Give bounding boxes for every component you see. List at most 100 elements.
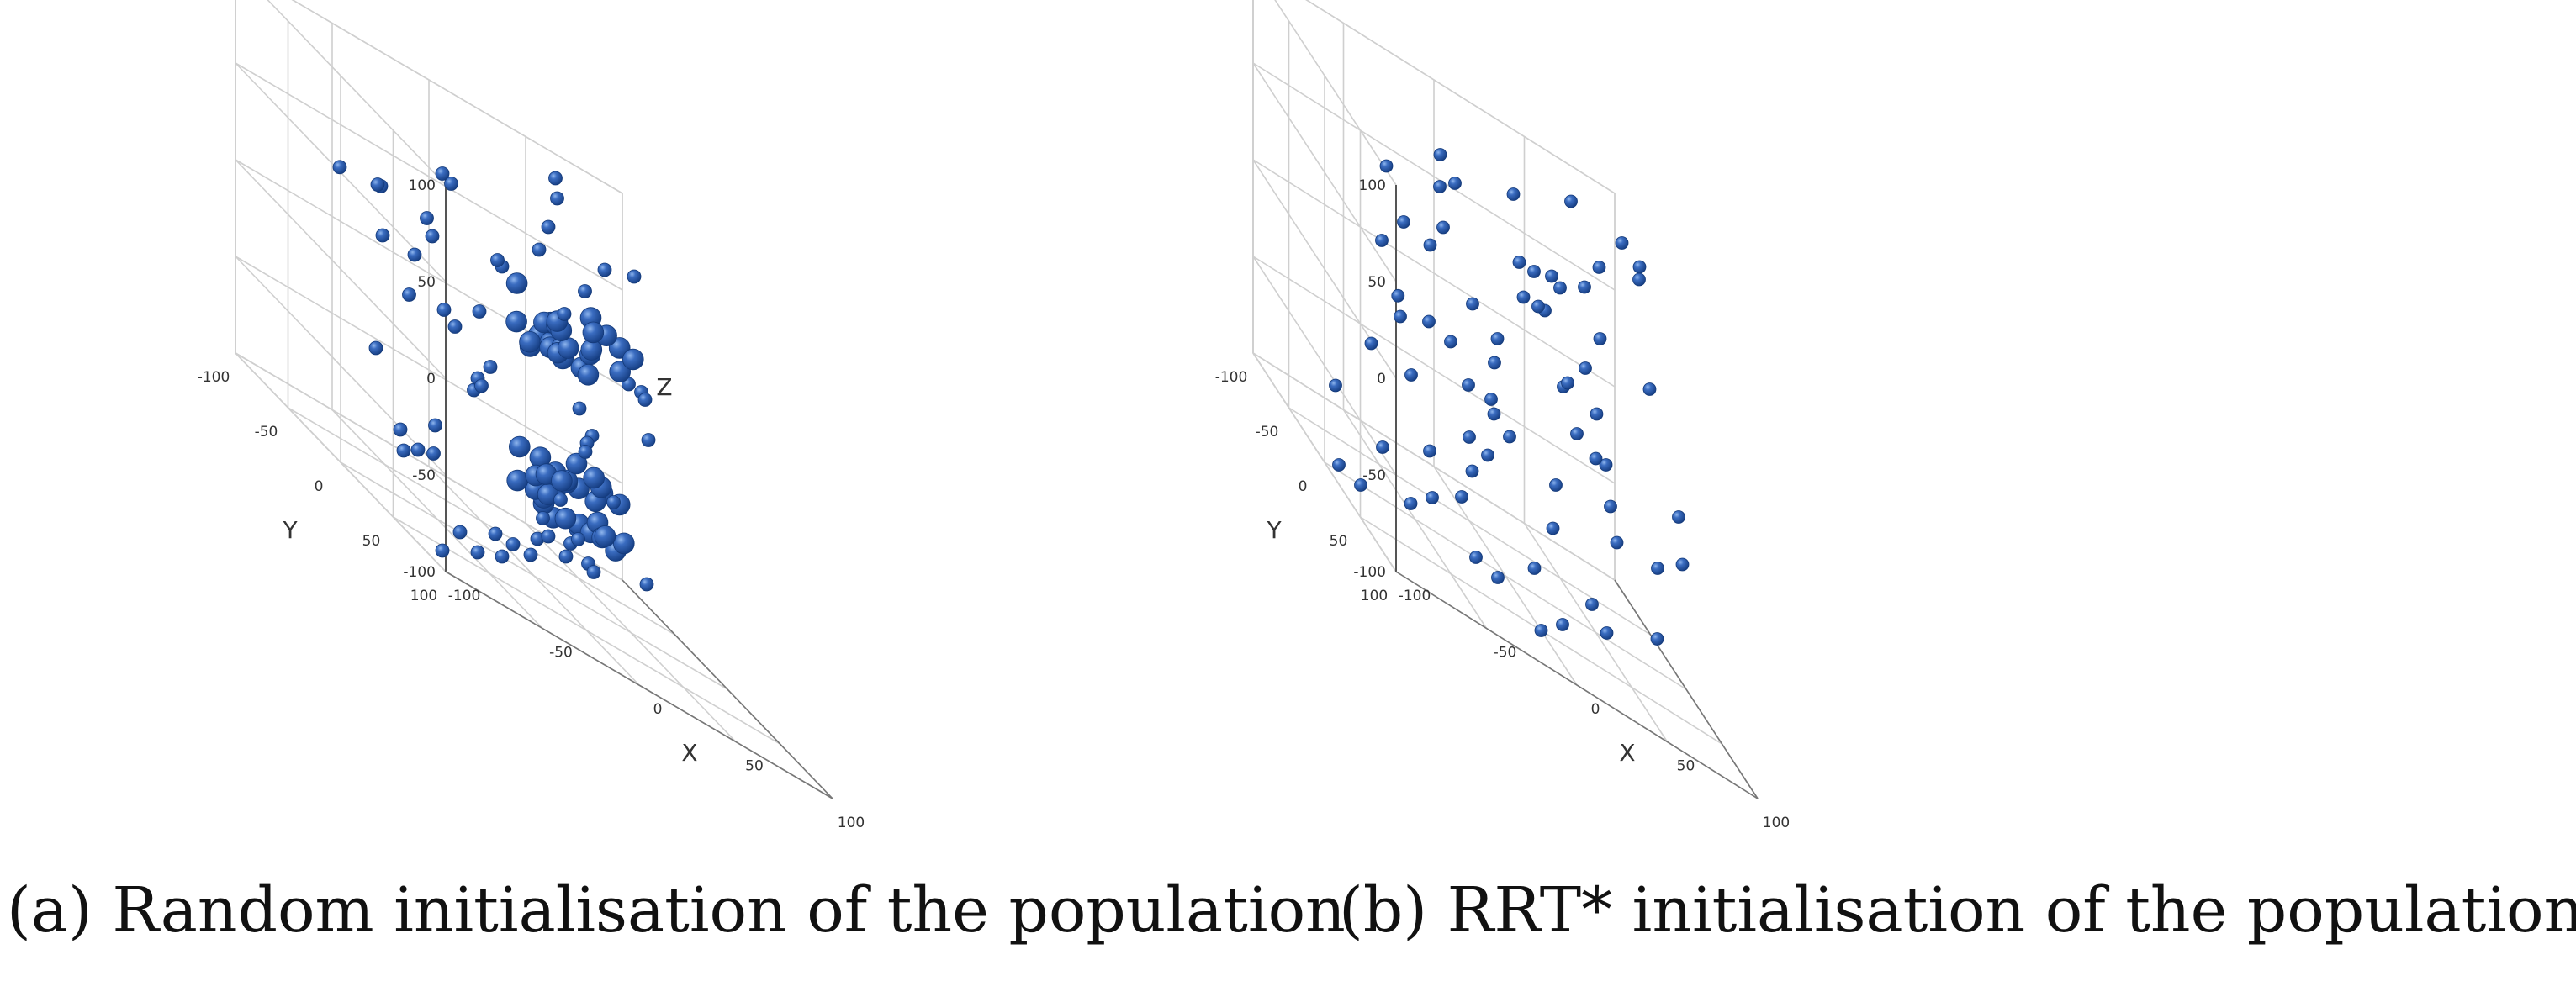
z-tick-label: -50 [1362, 467, 1386, 484]
data-point [1570, 427, 1584, 440]
data-point [505, 537, 521, 551]
data-point [483, 360, 498, 374]
data-point [637, 393, 653, 407]
caption-rrt-initialisation: (b) RRT* initialisation of the populatio… [1339, 874, 2576, 947]
y-tick-label: -100 [198, 369, 230, 386]
grid-floor-y [288, 407, 675, 636]
grid-floor-y [393, 516, 780, 745]
data-point [627, 269, 642, 284]
data-point [1484, 393, 1498, 406]
data-point [1593, 332, 1607, 345]
data-point [1466, 297, 1479, 311]
data-point [452, 525, 468, 540]
data-point [1553, 281, 1567, 295]
data-point [1561, 376, 1574, 390]
data-point [1651, 562, 1664, 575]
x-tick-label: -100 [1399, 588, 1431, 604]
data-point [1615, 236, 1629, 250]
data-point [557, 307, 572, 321]
figure-canvas: -100 -50 0 50 100 -100 -50 0 50 100 -100 -50 0 50 100 Y… [198, 0, 1790, 831]
z-tick-label: 50 [417, 274, 436, 291]
data-point [612, 532, 635, 555]
data-point [436, 303, 452, 317]
data-point [407, 247, 422, 262]
data-point [1578, 280, 1591, 294]
data-point [1549, 478, 1563, 492]
grid-floor-y [1288, 407, 1651, 636]
data-point [1463, 430, 1476, 444]
data-point [550, 191, 564, 206]
data-point [1426, 491, 1439, 504]
x-tick-label: -50 [549, 645, 573, 662]
data-point [1423, 238, 1437, 252]
x-tick-label: 100 [838, 815, 865, 831]
data-point [1455, 490, 1468, 504]
data-point [1650, 632, 1664, 646]
x-tick-label: 0 [1591, 701, 1600, 718]
data-point [505, 272, 528, 294]
x-axis-edge [622, 579, 833, 799]
data-point [523, 547, 538, 562]
data-point [1490, 332, 1505, 345]
y-tick-label: 100 [1361, 588, 1388, 604]
grid-wall-zl [235, 256, 447, 476]
data-point [1642, 382, 1657, 396]
y-tick-label: -50 [1256, 424, 1279, 440]
data-point [410, 442, 426, 457]
data-point [1448, 177, 1462, 190]
grid-wall-zl [1252, 256, 1397, 476]
grid-floor-y [1324, 461, 1687, 690]
data-point [582, 321, 605, 344]
data-point [541, 219, 556, 235]
data-point [532, 242, 547, 257]
z-axis-title: Z [656, 373, 672, 401]
scatter3d-random: -100 -50 0 50 100 -100 -50 0 50 100 -100 -50 0 50 100 Y… [198, 0, 865, 831]
data-point [426, 446, 441, 461]
x-tick-label: -50 [1494, 645, 1517, 662]
y-axis-title: Y [282, 516, 298, 544]
z-tick-label: 0 [426, 371, 436, 388]
grid-wall-zr [1252, 256, 1616, 484]
data-point [1376, 440, 1389, 454]
data-point [1546, 521, 1560, 535]
data-point [1632, 260, 1647, 274]
data-point [472, 304, 487, 319]
grid-wall-zl [1274, 0, 1397, 186]
grid-wall-zr [1305, 0, 1616, 194]
data-point [508, 435, 531, 458]
grid-wall-zl [267, 0, 447, 186]
data-point [375, 228, 390, 243]
grid-wall-zl [235, 352, 447, 572]
data-point [1506, 187, 1521, 201]
data-point [435, 166, 450, 181]
data-point [1491, 571, 1505, 584]
data-point [1433, 148, 1447, 161]
data-point [1610, 535, 1624, 550]
y-tick-label: 0 [1299, 478, 1308, 495]
data-point [1527, 562, 1542, 575]
data-point [1465, 464, 1479, 478]
data-point [1394, 309, 1407, 324]
data-point [1545, 269, 1558, 283]
y-tick-label: 50 [1330, 533, 1348, 550]
x-tick-label: 50 [1677, 758, 1695, 775]
data-point [470, 545, 485, 560]
z-tick-label: 50 [1367, 274, 1386, 291]
data-point [1590, 407, 1604, 421]
x-tick-label: -100 [448, 588, 481, 604]
data-point [641, 433, 656, 447]
data-point [1632, 272, 1646, 287]
x-axis-edge [1614, 579, 1759, 799]
z-tick-label: -100 [403, 564, 436, 581]
grid-wall-zr [1252, 159, 1616, 388]
y-tick-label: 100 [410, 588, 437, 604]
data-point [1469, 551, 1483, 564]
y-tick-label: 0 [315, 478, 324, 495]
data-point [1462, 378, 1475, 392]
data-point [1512, 256, 1526, 269]
data-point [565, 452, 588, 475]
grid-wall-zr [1252, 62, 1616, 291]
data-point [1375, 234, 1389, 247]
data-point [548, 171, 563, 186]
data-point [583, 467, 605, 489]
